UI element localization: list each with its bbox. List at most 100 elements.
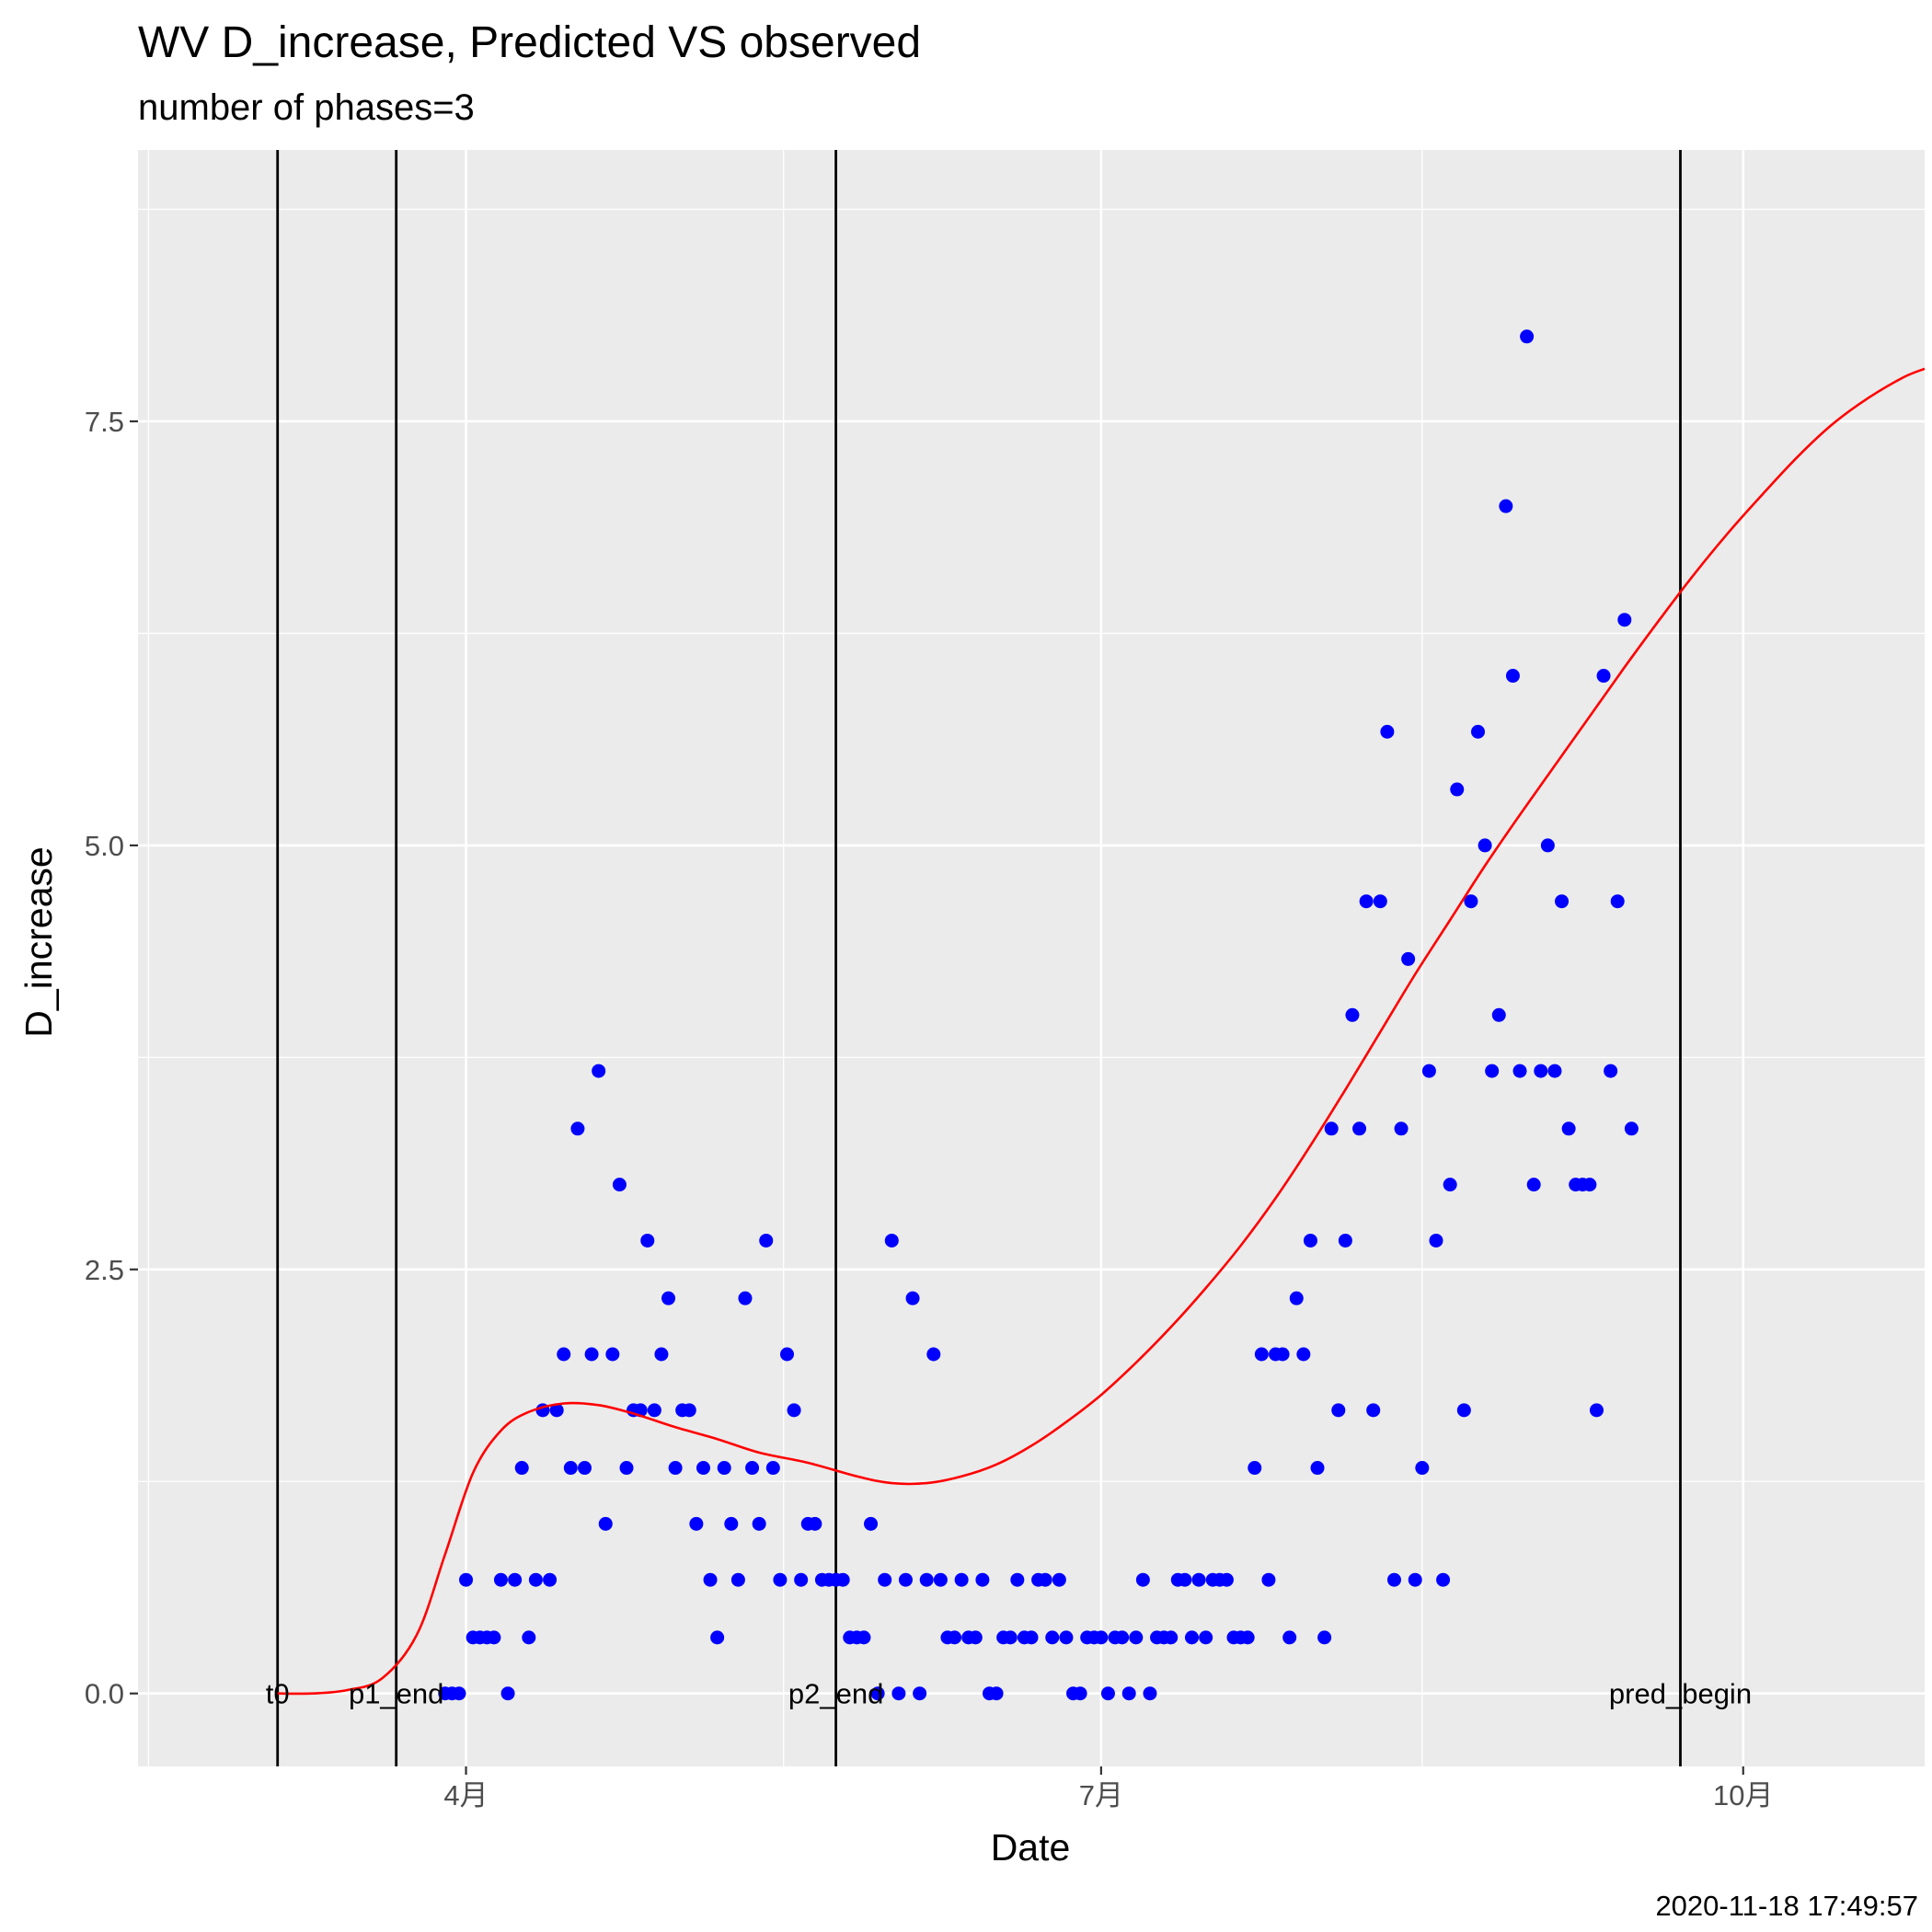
observed-point <box>1073 1686 1087 1701</box>
observed-point <box>1178 1572 1192 1587</box>
observed-point <box>1135 1572 1150 1587</box>
observed-point <box>1526 1178 1541 1192</box>
observed-point <box>487 1630 501 1645</box>
observed-point <box>578 1461 592 1476</box>
observed-point <box>1261 1572 1276 1587</box>
observed-point <box>1289 1291 1304 1305</box>
observed-point <box>1436 1572 1451 1587</box>
observed-point <box>1499 499 1513 513</box>
plot-panel <box>138 150 1925 1766</box>
observed-point <box>1317 1630 1332 1645</box>
observed-point <box>1338 1233 1352 1248</box>
observed-point <box>661 1291 676 1305</box>
observed-points <box>438 329 1639 1701</box>
observed-point <box>1540 838 1555 853</box>
observed-point <box>1610 894 1625 909</box>
observed-point <box>1589 1403 1604 1418</box>
observed-point <box>605 1347 620 1362</box>
observed-point <box>1582 1178 1597 1192</box>
observed-point <box>975 1572 990 1587</box>
chart-caption: 2020-11-18 17:49:57 <box>1655 1890 1918 1922</box>
observed-point <box>1520 329 1535 344</box>
minor-gridlines <box>138 150 1925 1766</box>
observed-point <box>1324 1121 1339 1136</box>
observed-point <box>508 1572 523 1587</box>
observed-point <box>522 1630 536 1645</box>
predicted-line <box>277 367 1926 1696</box>
observed-point <box>1248 1461 1262 1476</box>
observed-point <box>1617 613 1632 627</box>
x-tick-label: 4月 <box>443 1779 488 1811</box>
phase-line-label: p1_end <box>349 1678 443 1710</box>
observed-point <box>1478 838 1492 853</box>
observed-point <box>1386 1572 1401 1587</box>
observed-point <box>1038 1572 1052 1587</box>
observed-point <box>933 1572 948 1587</box>
observed-point <box>724 1516 739 1531</box>
observed-point <box>549 1403 564 1418</box>
observed-point <box>493 1572 508 1587</box>
observed-point <box>1415 1461 1430 1476</box>
observed-point <box>1555 894 1570 909</box>
x-tick-label: 7月 <box>1079 1779 1123 1811</box>
observed-point <box>654 1347 669 1362</box>
x-axis-title: Date <box>991 1826 1071 1869</box>
observed-point <box>619 1461 634 1476</box>
observed-point <box>689 1516 704 1531</box>
observed-point <box>1199 1630 1213 1645</box>
observed-point <box>808 1516 822 1531</box>
observed-point <box>857 1630 871 1645</box>
observed-point <box>1401 951 1416 966</box>
observed-point <box>1240 1630 1255 1645</box>
observed-point <box>703 1572 718 1587</box>
observed-point <box>1464 894 1478 909</box>
observed-point <box>1100 1686 1115 1701</box>
observed-point <box>745 1461 760 1476</box>
observed-point <box>913 1686 927 1701</box>
observed-point <box>500 1686 515 1701</box>
observed-point <box>968 1630 983 1645</box>
observed-point <box>1505 669 1520 684</box>
observed-point <box>891 1686 906 1701</box>
observed-point <box>710 1630 725 1645</box>
observed-point <box>647 1403 661 1418</box>
observed-point <box>948 1630 962 1645</box>
observed-point <box>919 1572 934 1587</box>
observed-point <box>1456 1403 1471 1418</box>
observed-point <box>1380 724 1395 739</box>
observed-point <box>668 1461 683 1476</box>
observed-point <box>528 1572 543 1587</box>
observed-point <box>452 1686 466 1701</box>
observed-point <box>884 1233 899 1248</box>
phase-line-labels: t0 p1_end p2_end pred_begin <box>266 1678 1752 1710</box>
observed-point <box>696 1461 710 1476</box>
observed-point <box>870 1686 885 1701</box>
observed-point <box>1164 1630 1179 1645</box>
observed-point <box>1045 1630 1060 1645</box>
observed-point <box>1366 1403 1381 1418</box>
observed-point <box>1010 1572 1025 1587</box>
observed-point <box>1254 1347 1269 1362</box>
observed-point <box>1052 1572 1066 1587</box>
observed-point <box>730 1572 745 1587</box>
observed-point <box>1352 1121 1367 1136</box>
observed-point <box>1331 1403 1346 1418</box>
observed-point <box>598 1516 613 1531</box>
observed-point <box>557 1347 571 1362</box>
observed-point <box>1345 1007 1360 1022</box>
observed-point <box>1443 1178 1457 1192</box>
observed-point <box>1296 1347 1311 1362</box>
observed-point <box>752 1516 766 1531</box>
chart-subtitle: number of phases=3 <box>138 87 475 128</box>
observed-point <box>1121 1686 1136 1701</box>
observed-point <box>570 1121 585 1136</box>
observed-point <box>1408 1572 1422 1587</box>
observed-point <box>543 1572 558 1587</box>
observed-point <box>1485 1064 1500 1078</box>
observed-point <box>878 1572 892 1587</box>
observed-point <box>926 1347 941 1362</box>
observed-point <box>835 1572 850 1587</box>
observed-point <box>1450 782 1465 797</box>
observed-point <box>1561 1121 1576 1136</box>
y-tick-label: 7.5 <box>85 406 124 438</box>
